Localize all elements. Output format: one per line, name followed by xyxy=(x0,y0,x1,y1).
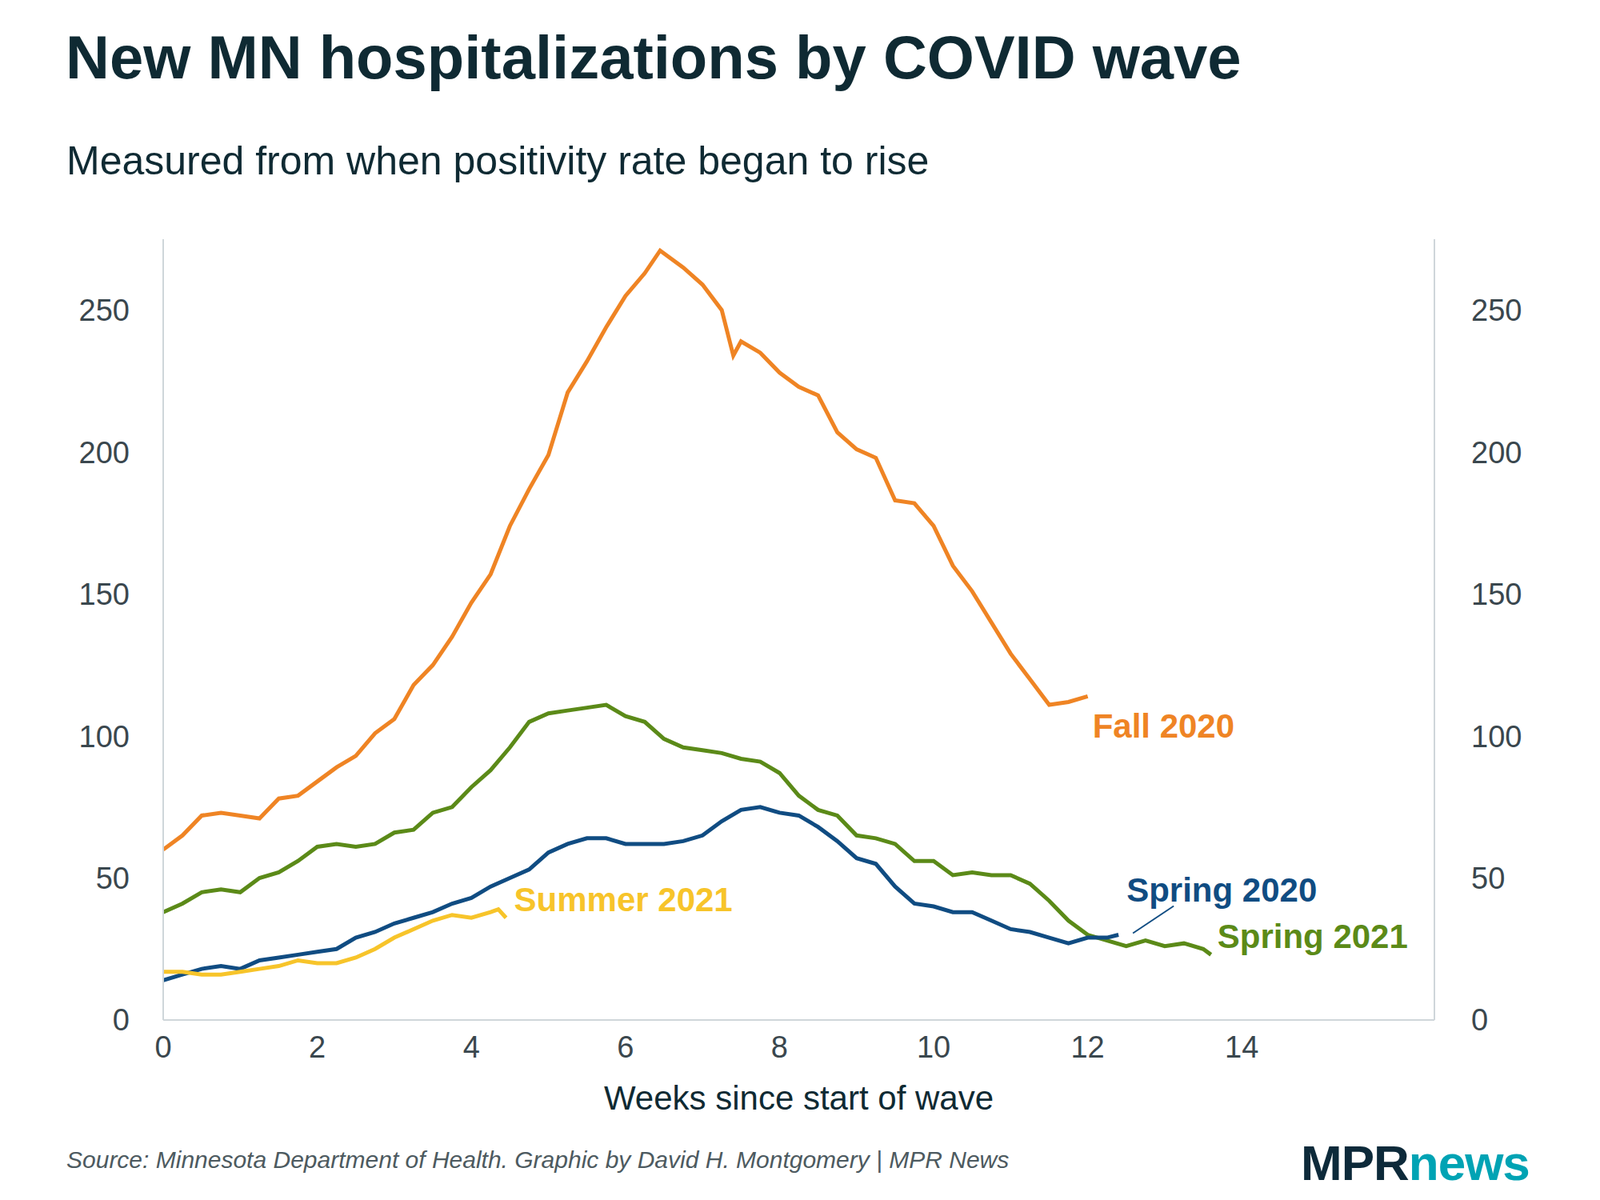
svg-text:4: 4 xyxy=(463,1030,480,1064)
svg-text:150: 150 xyxy=(79,577,130,612)
html-text:New MN hospitalizations by COV: New MN hospitalizations by COVID wave xyxy=(65,23,1242,92)
svg-text:250: 250 xyxy=(79,293,130,328)
svg-text:Spring 2020: Spring 2020 xyxy=(1126,871,1317,909)
svg-text:14: 14 xyxy=(1224,1030,1259,1064)
svg-text:Fall 2020: Fall 2020 xyxy=(1092,707,1235,745)
svg-text:Summer 2021: Summer 2021 xyxy=(514,880,733,919)
svg-text:0: 0 xyxy=(1471,1003,1488,1037)
svg-text:200: 200 xyxy=(79,436,130,470)
svg-text:0: 0 xyxy=(112,1003,130,1037)
svg-text:2: 2 xyxy=(308,1030,326,1064)
svg-text:100: 100 xyxy=(1471,720,1522,754)
svg-text:250: 250 xyxy=(1471,293,1522,328)
svg-text:12: 12 xyxy=(1070,1030,1104,1064)
html-text:MPR news: MPR news xyxy=(1300,1135,1530,1191)
svg-text:150: 150 xyxy=(1471,577,1522,612)
svg-text:10: 10 xyxy=(916,1030,951,1064)
svg-text:0: 0 xyxy=(154,1030,172,1064)
svg-text:Spring 2021: Spring 2021 xyxy=(1217,917,1408,956)
svg-text:200: 200 xyxy=(1471,436,1522,470)
svg-text:100: 100 xyxy=(79,720,130,754)
svg-text:8: 8 xyxy=(771,1030,788,1064)
svg-text:50: 50 xyxy=(1471,861,1505,896)
html-text:Source: Minnesota Department o: Source: Minnesota Department of Health. … xyxy=(66,1146,1010,1173)
svg-text:6: 6 xyxy=(616,1030,634,1064)
svg-text:Weeks since start of wave: Weeks since start of wave xyxy=(604,1079,994,1117)
html-text:Measured from when positivity: Measured from when positivity rate began… xyxy=(66,138,930,184)
svg-text:50: 50 xyxy=(96,861,130,896)
